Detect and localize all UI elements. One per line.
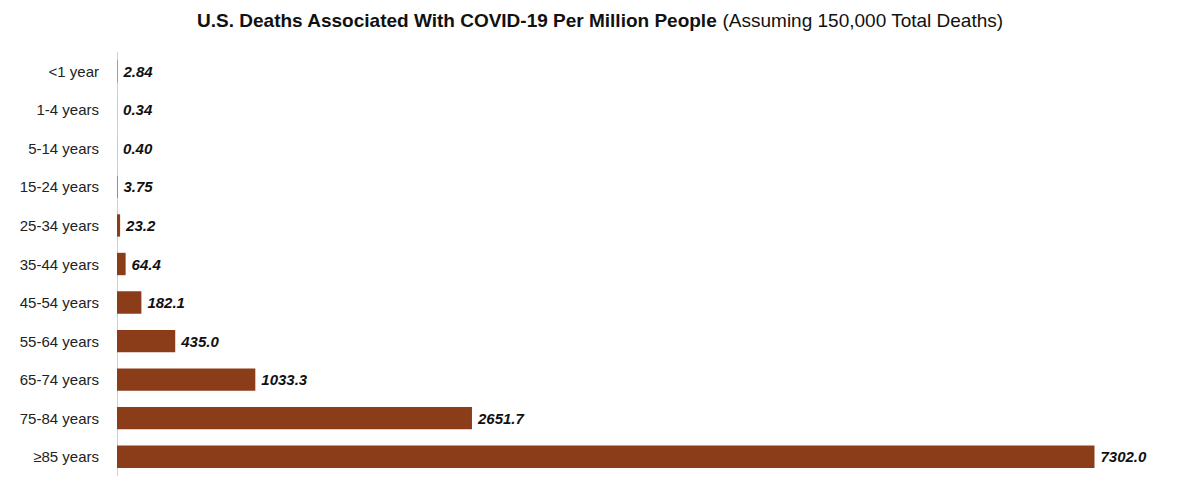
- svg-text:35-44 years: 35-44 years: [20, 256, 99, 273]
- svg-text:5-14 years: 5-14 years: [28, 140, 99, 157]
- svg-text:182.1: 182.1: [147, 294, 185, 311]
- svg-text:<1 year: <1 year: [49, 63, 99, 80]
- svg-text:1033.3: 1033.3: [261, 371, 308, 388]
- svg-text:23.2: 23.2: [125, 217, 156, 234]
- svg-text:15-24 years: 15-24 years: [20, 178, 99, 195]
- svg-text:(Assuming 150,000 Total Deaths: (Assuming 150,000 Total Deaths): [717, 10, 1003, 31]
- svg-text:65-74 years: 65-74 years: [20, 371, 99, 388]
- svg-text:55-64 years: 55-64 years: [20, 333, 99, 350]
- svg-text:435.0: 435.0: [180, 333, 219, 350]
- svg-text:75-84 years: 75-84 years: [20, 410, 99, 427]
- svg-text:64.4: 64.4: [132, 256, 162, 273]
- svg-text:45-54 years: 45-54 years: [20, 294, 99, 311]
- svg-text:3.75: 3.75: [124, 178, 154, 195]
- svg-text:7302.0: 7302.0: [1100, 448, 1147, 465]
- svg-text:25-34 years: 25-34 years: [20, 217, 99, 234]
- svg-text:U.S. Deaths Associated With CO: U.S. Deaths Associated With COVID-19 Per…: [197, 10, 717, 31]
- svg-text:2651.7: 2651.7: [477, 410, 525, 427]
- svg-text:≥85 years: ≥85 years: [33, 448, 99, 465]
- svg-text:0.40: 0.40: [123, 140, 153, 157]
- svg-text:2.84: 2.84: [122, 63, 153, 80]
- svg-text:0.34: 0.34: [123, 101, 153, 118]
- svg-text:1-4 years: 1-4 years: [36, 101, 99, 118]
